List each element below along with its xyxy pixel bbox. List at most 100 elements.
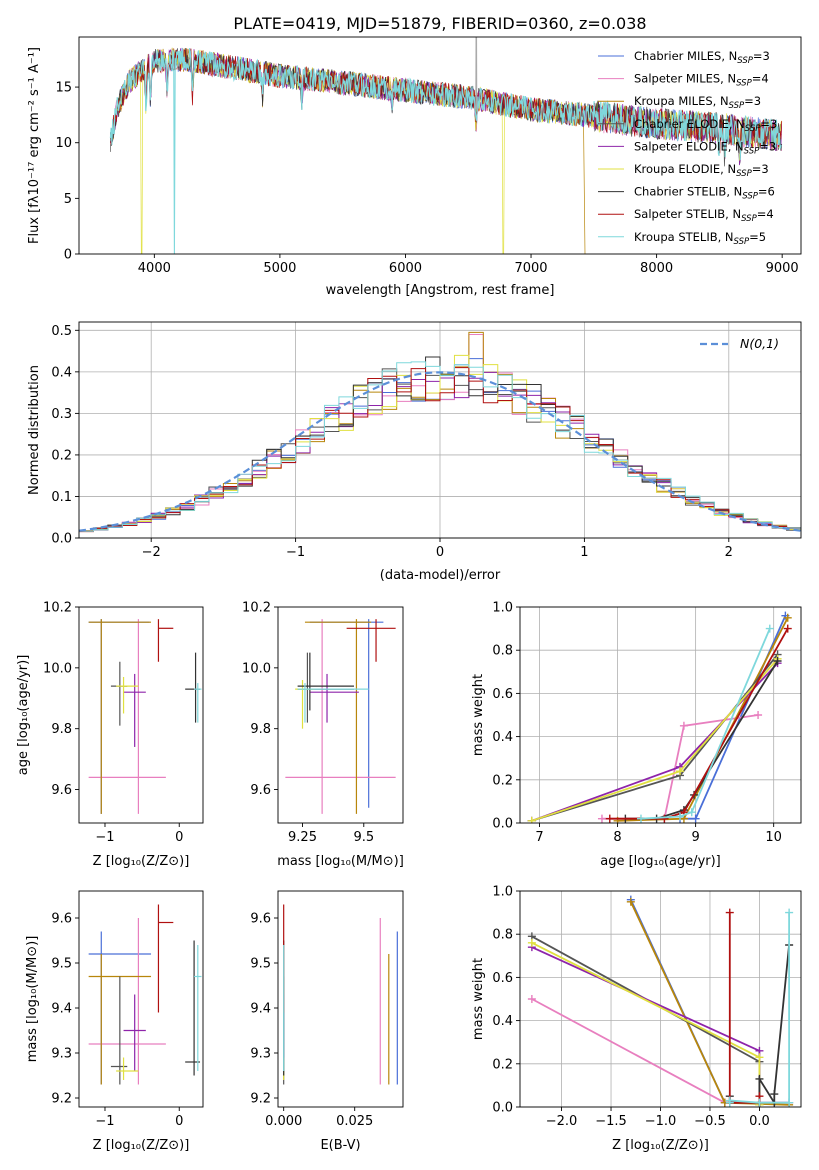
error-bar-point [123,673,146,747]
x-tick-label: 8 [613,830,621,845]
legend-entry: N(0,1) [740,336,779,351]
y-tick-label: 5 [64,192,72,207]
x-tick-label: 9.25 [288,830,317,845]
x-tick-label: 9 [691,830,699,845]
y-tick-label: 9.3 [51,1047,72,1062]
y-tick-label: 0.2 [492,1057,513,1072]
x-axis-label: age [log₁₀(age/yr)] [600,854,721,869]
y-tick-label: 0.2 [51,448,72,463]
x-axis-label: mass [log₁₀(M/M⊙)] [277,854,404,869]
error-bar-point [194,683,202,723]
plot-layer: 4000 5000 6000 7000 8000 9000051015wavelength… [16,36,802,1153]
error-bar-point [110,661,128,726]
x-tick-label: 0.025 [336,1114,373,1129]
y-tick-label: 10.2 [43,601,72,616]
axes-frame [519,606,802,824]
axes-frame [78,606,204,824]
x-tick-label: −2.0 [546,1114,578,1129]
error-bar-point [309,673,359,723]
y-tick-label: 9.6 [250,912,271,927]
x-tick-label: −1 [95,1114,114,1129]
y-tick-label: 9.8 [250,722,271,737]
y-tick-label: 9.6 [51,783,72,798]
x-axis-label: wavelength [Angstrom, rest frame] [326,283,555,298]
error-bar-point [88,918,166,1085]
x-tick-label: 8000 [640,261,673,276]
y-tick-label: 9.2 [51,1092,72,1107]
series-line [531,653,779,822]
y-axis-label: mass [log₁₀(M/M⊙)] [25,936,40,1063]
x-tick-label: −2 [142,545,161,560]
error-bar-point [157,904,174,1013]
plot-area [285,619,396,814]
x-tick-label: −0.5 [694,1114,726,1129]
data-marker [765,624,774,633]
y-tick-label: 1.0 [492,601,513,616]
data-marker [691,814,700,823]
y-tick-label: 0.0 [492,817,513,832]
error-bar-point [116,1057,139,1080]
y-tick-label: 0.0 [492,1101,513,1116]
legend-entry: Salpeter ELODIE, NSSP=3 [634,139,776,156]
x-tick-label: 0 [175,830,183,845]
error-bar-point [297,652,354,723]
y-tick-label: 0.8 [492,928,513,943]
y-axis-label: Flux [fλ10⁻¹⁷ erg cm⁻² s⁻¹ A⁻¹] [27,47,42,244]
data-marker [725,908,734,917]
x-tick-label: 7000 [514,261,547,276]
y-tick-label: 9.5 [250,957,271,972]
plot-area [527,895,794,1107]
y-tick-label: 9.5 [51,957,72,972]
axes-frame [78,890,204,1108]
x-tick-label: 9000 [766,261,799,276]
legend-entry: Chabrier ELODIE, NSSP=3 [634,117,777,134]
error-bar-point [194,945,202,1071]
data-marker [785,1098,794,1107]
series-line [531,946,761,1105]
y-tick-label: 0 [64,248,72,263]
data-marker [626,897,635,906]
error-bar-point [123,994,146,1071]
axes-frame [277,890,404,1108]
error-bar-point [297,683,369,723]
x-tick-label: 7 [535,830,543,845]
spectrum-line [109,48,782,254]
x-axis-label: Z [log₁₀(Z/Z⊙)] [612,1138,709,1153]
error-bar-point [110,976,128,1085]
error-bar-point [309,619,384,808]
panel-age-vs-mass: 9.25 9.5 9.6 9.8 10.0 10.2 mass [log₁₀(M/M⊙)] [242,601,404,870]
y-tick-label: 9.2 [250,1092,271,1107]
y-tick-label: 0.1 [51,490,72,505]
axes-frame [78,36,802,255]
y-tick-label: 0.2 [492,773,513,788]
x-axis-label: Z [log₁₀(Z/Z⊙)] [93,1138,190,1153]
axes-frame [277,606,404,824]
y-tick-label: 9.3 [250,1047,271,1062]
error-bar-point [88,619,150,814]
y-tick-label: 0.4 [51,365,72,380]
panel-weight-vs-age: 7 8 9 10 0.0 0.2 0.4 0.6 0.8 1.0 age [log₁₀(age/yr… [471,601,802,869]
x-tick-label: 0.000 [265,1114,302,1129]
x-tick-label: −1 [95,830,114,845]
data-marker [676,767,685,776]
series-line [531,658,779,822]
legend-entry: Salpeter MILES, NSSP=4 [634,72,769,89]
y-tick-label: 0.4 [492,1014,513,1029]
data-marker [725,1096,734,1105]
legend-entry: Kroupa STELIB, NSSP=5 [634,230,766,247]
x-tick-label: 1 [580,545,588,560]
data-marker [676,812,685,821]
y-tick-label: 9.8 [51,722,72,737]
legend-entry: Chabrier STELIB, NSSP=6 [634,185,775,202]
y-axis-label: age [log₁₀(age/yr)] [16,655,31,776]
x-tick-label: 2 [725,545,733,560]
data-marker [527,816,536,823]
y-tick-label: 0.6 [492,971,513,986]
y-tick-label: 0.3 [51,407,72,422]
error-bar-point [304,619,372,814]
legend-entry: Kroupa ELODIE, NSSP=3 [634,162,769,179]
data-marker [783,624,792,633]
legend-entry: Chabrier MILES, NSSP=3 [634,49,770,66]
data-marker [660,814,669,823]
